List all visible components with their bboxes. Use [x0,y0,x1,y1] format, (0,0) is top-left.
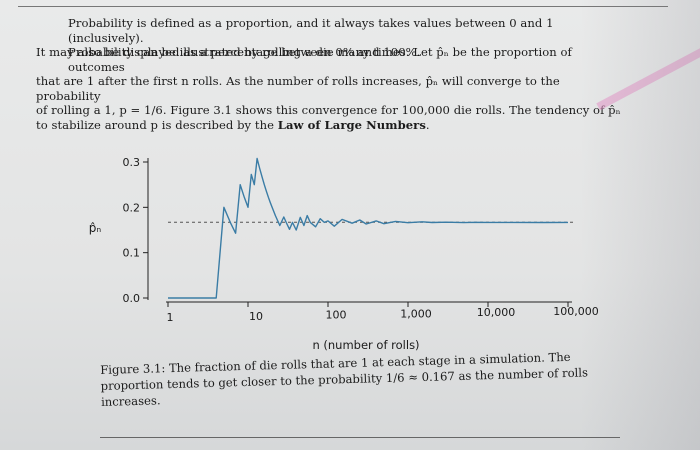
x-tick-label: 1,000 [400,307,432,320]
y-tick-label: 0.1 [123,247,141,260]
x-tick-label: 10 [249,310,263,323]
y-tick-label: 0.2 [123,201,141,214]
text-line: to stabilize around p is described by th… [36,118,626,133]
y-axis-label: p̂ₙ [89,221,102,235]
paragraph-probability-definition: Probability is defined as a proportion, … [36,16,626,60]
x-tick-label: 100 [326,309,347,322]
x-tick-label: 10,000 [477,306,516,319]
chart-labels: n (number of rolls) p̂ₙ [89,221,420,352]
chart-axes [147,158,572,303]
top-rule [18,6,668,7]
x-tick-label: 100,000 [553,305,599,318]
chart-series [168,157,569,299]
y-tick-label: 0.0 [123,292,141,305]
text-line: It may also be displayed as a percentage… [36,45,421,59]
text-line: Probability can be illustrated by rollin… [68,45,572,74]
text-line: of rolling a 1, p = 1/6. Figure 3.1 show… [36,103,621,117]
text-fragment: . [425,117,430,132]
paragraph-die-rolling: Probability can be illustrated by rollin… [36,45,626,132]
text-fragment: to stabilize around p is described by th… [36,117,278,132]
law-of-large-numbers-term: Law of Large Numbers [277,117,426,132]
chart-ticks: 0.0 0.1 0.2 0.3 1 10 100 1,000 10,000 100,000 [123,156,599,324]
text-line: that are 1 after the first n rolls. As t… [36,74,560,103]
x-tick-label: 1 [167,311,174,324]
x-axis-label: n (number of rolls) [312,338,419,352]
y-tick-label: 0.3 [123,156,141,169]
bottom-rule [100,437,620,438]
text-line: Probability is defined as a proportion, … [68,16,554,45]
proportion-series-line [168,157,569,299]
